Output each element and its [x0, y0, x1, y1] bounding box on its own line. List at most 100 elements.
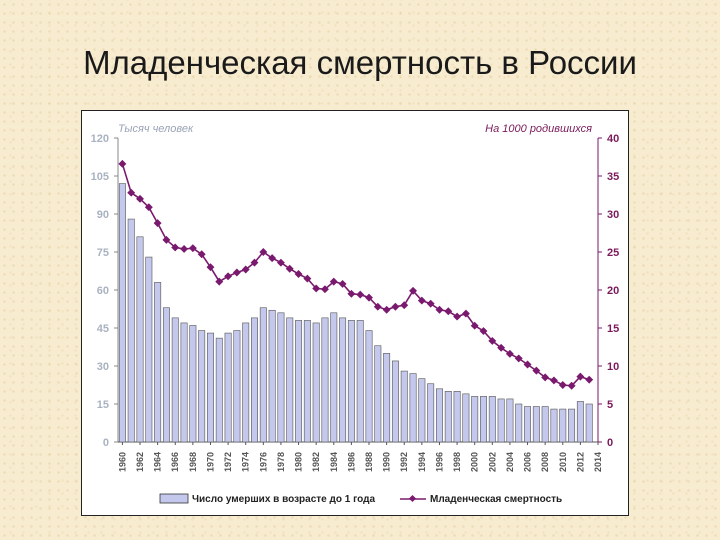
bar: [365, 330, 373, 443]
mortality-point: [470, 321, 479, 330]
bar: [524, 406, 532, 443]
slide-title: Младенческая смертность в России: [83, 44, 637, 81]
x-tick-label: 1968: [188, 452, 198, 472]
left-axis-unit-label: Тысяч человек: [118, 123, 194, 135]
bar: [251, 317, 258, 443]
bar: [295, 320, 303, 443]
legend-line-marker: [408, 494, 417, 503]
legend-line-label: Младенческая смертность: [430, 494, 562, 505]
left-tick-label: 45: [97, 323, 109, 335]
legend-bar-swatch: [159, 493, 189, 504]
mortality-point: [417, 296, 426, 305]
mortality-point: [532, 366, 541, 375]
bar: [303, 320, 311, 443]
right-tick-label: 35: [607, 171, 619, 183]
mortality-point: [197, 250, 206, 259]
bar: [497, 398, 505, 443]
mortality-point: [206, 263, 215, 272]
bar: [268, 309, 276, 443]
mortality-point: [232, 268, 241, 277]
legend: Число умерших в возрасте до 1 года Младе…: [159, 493, 562, 505]
bar: [400, 370, 408, 443]
bar: [506, 398, 514, 443]
x-tick-label: 1966: [170, 452, 180, 472]
mortality-point: [365, 293, 373, 302]
bar: [189, 325, 197, 443]
bar: [427, 383, 435, 443]
mortality-point: [585, 375, 594, 384]
bar: [118, 183, 126, 443]
mortality-point: [285, 264, 294, 273]
mortality-point: [505, 349, 514, 358]
mortality-point: [180, 244, 189, 253]
left-tick-label: 60: [97, 285, 109, 297]
left-tick-label: 30: [97, 361, 109, 373]
bar: [171, 317, 179, 443]
right-tick-label: 0: [607, 437, 613, 449]
bar: [418, 378, 426, 443]
mortality-point: [241, 265, 250, 274]
plot-layer: 0 15 30 45 60 75 90 105 120 0 5 10 15 20 25 30 35 40 1960 1…: [91, 133, 620, 472]
mortality-point: [329, 277, 338, 286]
bar: [198, 330, 206, 443]
bar: [374, 345, 382, 443]
bar: [435, 388, 443, 443]
x-tick-label: 1986: [346, 452, 356, 472]
bar: [145, 256, 153, 443]
right-tick-label: 30: [607, 209, 619, 221]
x-tick-label: 1980: [294, 452, 304, 472]
x-tick-label: 1992: [399, 452, 409, 472]
mortality-point: [461, 309, 470, 318]
mortality-point: [558, 381, 567, 389]
bar: [339, 317, 347, 443]
right-tick-label: 5: [607, 399, 613, 411]
bar: [312, 322, 320, 443]
left-tick-label: 0: [103, 437, 109, 449]
right-tick-label: 15: [607, 323, 619, 335]
bar: [383, 353, 391, 443]
x-tick-label: 1962: [135, 452, 145, 472]
mortality-point: [224, 272, 233, 281]
mortality-point: [391, 302, 400, 311]
chart-svg: Тысяч человек На 1000 родившихся 0 15 30 45…: [91, 123, 620, 505]
bar: [444, 391, 452, 443]
mortality-point: [444, 307, 453, 316]
bar: [541, 406, 549, 443]
x-tick-label: 2014: [593, 452, 603, 472]
left-tick-label: 90: [97, 209, 109, 221]
mortality-point: [259, 248, 268, 256]
x-tick-label: 1988: [364, 452, 374, 472]
mortality-point: [382, 305, 391, 314]
bar: [515, 403, 523, 443]
bar: [321, 317, 329, 443]
mortality-point: [153, 219, 162, 228]
mortality-point: [136, 194, 144, 203]
mortality-point: [118, 159, 127, 168]
bar: [576, 401, 584, 443]
mortality-point: [488, 336, 497, 345]
mortality-point: [567, 381, 576, 390]
mortality-point: [549, 376, 558, 385]
x-tick-label: 1998: [452, 452, 462, 472]
x-tick-label: 2006: [523, 452, 533, 472]
mortality-point: [188, 244, 197, 253]
x-tick-label: 2010: [558, 452, 568, 472]
bar: [286, 317, 294, 443]
x-tick-label: 2012: [575, 452, 585, 472]
x-tick-label: 1984: [329, 452, 339, 472]
bar: [233, 330, 241, 443]
x-tick-label: 1996: [435, 452, 445, 472]
mortality-point: [453, 312, 462, 321]
bar: [550, 408, 558, 443]
chart-frame: Тысяч человек На 1000 родившихся 0 15 30 45…: [81, 110, 629, 516]
bar: [462, 393, 470, 443]
mortality-point: [541, 373, 550, 382]
x-tick-label: 2008: [540, 452, 550, 472]
bar: [180, 322, 188, 443]
right-tick-label: 25: [607, 247, 619, 259]
bar: [277, 312, 285, 443]
x-tick-label: 1964: [153, 452, 163, 472]
bar: [259, 307, 267, 443]
mortality-point: [215, 277, 224, 286]
bar: [471, 396, 479, 443]
